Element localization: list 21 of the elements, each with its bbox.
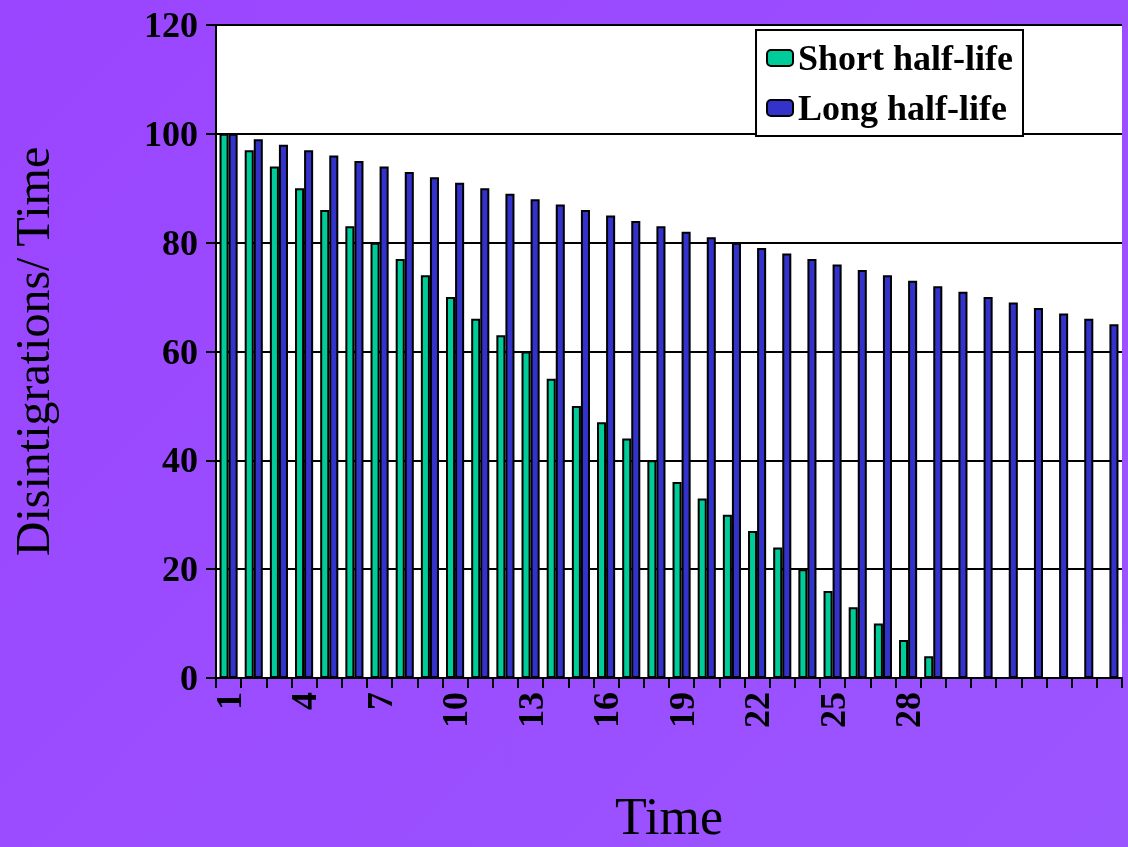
y-tick-label: 20 xyxy=(162,549,198,590)
x-tick-label: 7 xyxy=(359,692,400,710)
y-tick-label: 100 xyxy=(144,113,198,154)
legend-label: Long half-life xyxy=(798,88,1008,128)
y-tick-label: 0 xyxy=(180,658,198,698)
x-axis-title: Time xyxy=(615,787,723,845)
x-tick-label: 28 xyxy=(888,692,929,728)
x-tick-label: 25 xyxy=(812,692,853,728)
x-tick-label: 19 xyxy=(661,692,702,728)
x-tick-label: 10 xyxy=(435,692,476,728)
y-tick-label: 80 xyxy=(162,222,198,263)
x-tick-label: 16 xyxy=(586,692,627,728)
x-tick-label: 1 xyxy=(208,692,249,710)
y-tick-label: 120 xyxy=(144,5,198,45)
y-tick-label: 40 xyxy=(162,440,198,481)
y-tick-label: 60 xyxy=(162,331,198,372)
y-axis-title: Disintigrations/ Time xyxy=(5,146,59,557)
x-tick-label: 4 xyxy=(284,692,325,710)
legend-label: Short half-life xyxy=(798,38,1014,78)
x-tick-label: 22 xyxy=(737,692,778,728)
x-tick-label: 13 xyxy=(510,692,551,728)
